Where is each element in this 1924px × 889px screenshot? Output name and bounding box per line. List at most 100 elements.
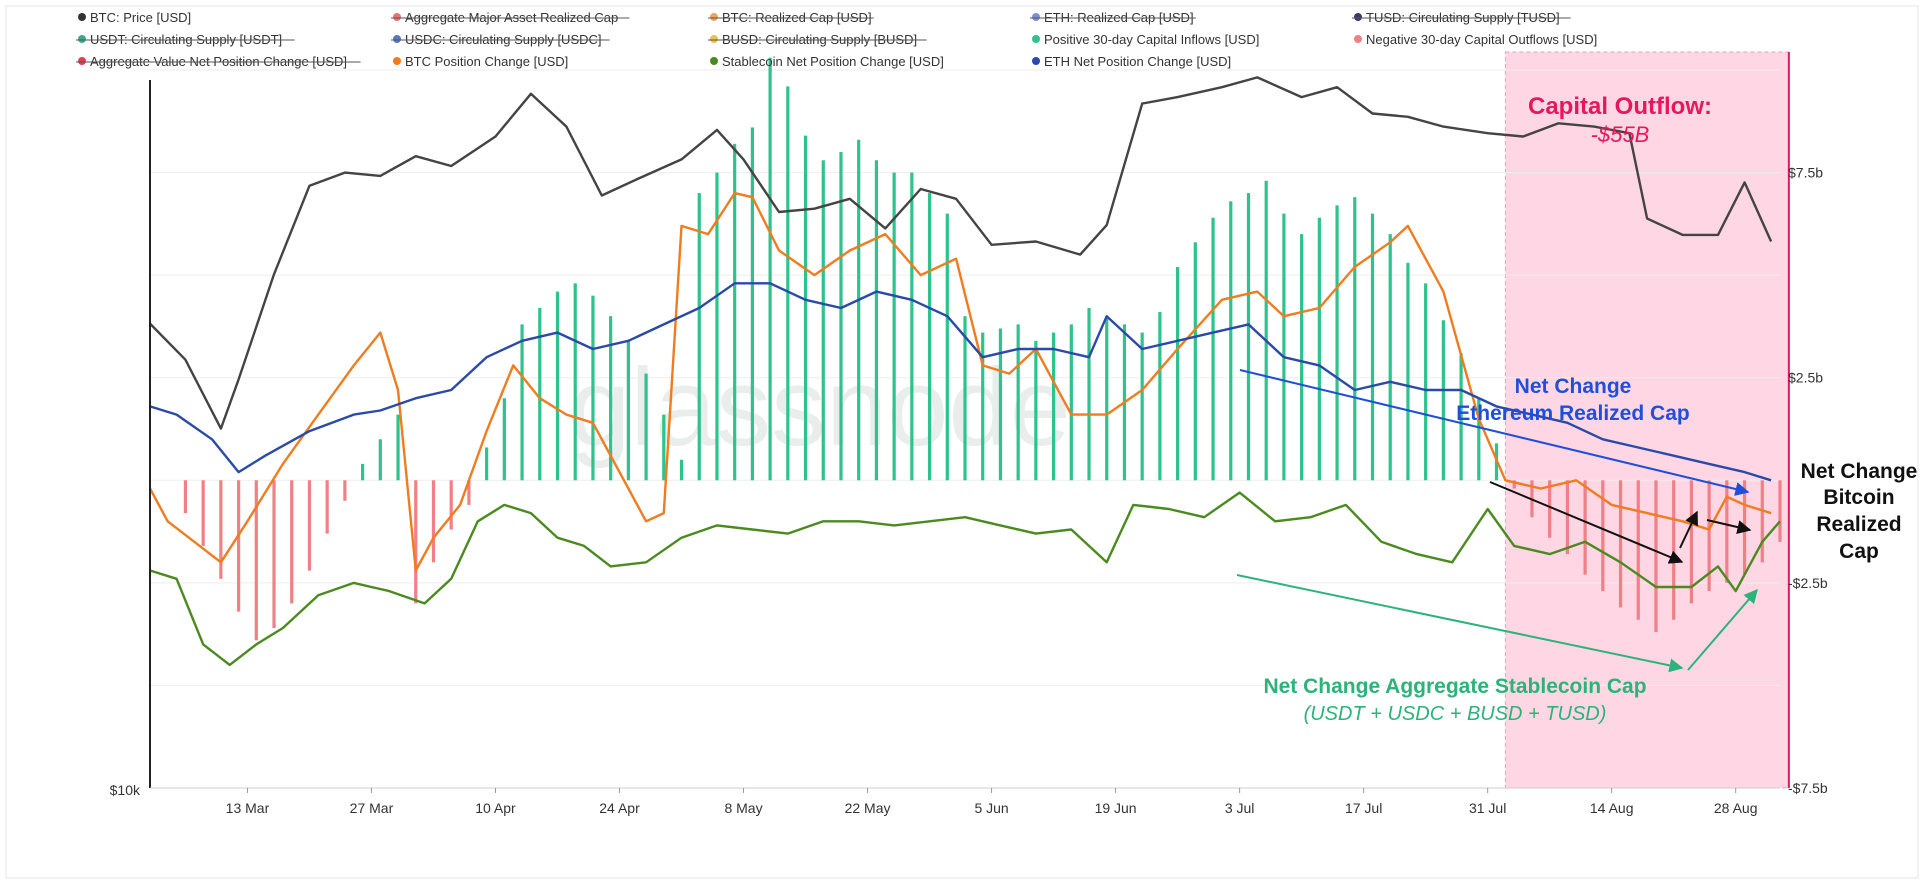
capital-flow-bar xyxy=(715,172,719,481)
capital-flow-bar xyxy=(236,480,241,612)
watermark: glassnode xyxy=(569,346,1071,469)
capital-flow-bar xyxy=(591,295,595,481)
capital-flow-bar xyxy=(378,439,382,481)
capital-flow-bar xyxy=(1158,312,1162,481)
legend-swatch xyxy=(1354,13,1362,21)
capital-flow-bar xyxy=(1565,480,1569,555)
capital-flow-bar xyxy=(768,57,772,481)
capital-flow-bar xyxy=(1051,332,1056,481)
capital-flow-bar xyxy=(609,316,613,481)
legend-swatch xyxy=(393,57,401,65)
capital-flow-bar xyxy=(644,373,648,481)
capital-flow-bar xyxy=(1370,213,1375,481)
x-tick-label: 17 Jul xyxy=(1345,800,1382,816)
x-tick-label: 24 Apr xyxy=(599,800,640,816)
legend-item-label[interactable]: Stablecoin Net Position Change [USD] xyxy=(722,54,944,69)
capital-flow-bar xyxy=(1583,480,1587,575)
legend-swatch xyxy=(710,13,718,21)
btc-annotation-line4: Cap xyxy=(1839,540,1879,563)
capital-flow-bar xyxy=(750,127,754,481)
capital-flow-bar xyxy=(1601,480,1605,592)
capital-flow-bar xyxy=(361,463,365,481)
capital-flow-bar xyxy=(254,480,258,641)
series-line-1 xyxy=(148,191,1772,572)
capital-flow-bar xyxy=(1548,480,1552,538)
capital-flow-bar xyxy=(1707,480,1711,592)
capital-flow-bar xyxy=(1388,234,1392,481)
right-axis-tick-label: $7.5b xyxy=(1788,165,1823,181)
capital-flow-bar xyxy=(1654,480,1658,633)
capital-flow-bar xyxy=(325,480,329,534)
capital-flow-bar xyxy=(1246,193,1251,481)
btc-right-arrow xyxy=(1706,519,1752,534)
legend-item-label[interactable]: Negative 30-day Capital Outflows [USD] xyxy=(1366,32,1597,47)
x-tick-label: 5 Jun xyxy=(974,800,1008,816)
eth-annotation-line2: Ethereum Realized Cap xyxy=(1456,402,1689,425)
right-axis-tick-label: $2.5b xyxy=(1788,370,1823,386)
capital-flow-bar xyxy=(431,480,436,563)
series-line-2 xyxy=(149,491,1781,667)
legend-swatch xyxy=(393,13,401,21)
stable-annotation-line2: (USDT + USDC + BUSD + TUSD) xyxy=(1304,703,1607,725)
capital-flow-bar xyxy=(981,332,985,481)
right-axis-tick-label: -$7.5b xyxy=(1788,780,1828,796)
capital-flow-bar xyxy=(626,340,630,481)
btc-trend-arrow xyxy=(1489,481,1684,564)
capital-flow-bar xyxy=(396,414,400,481)
capital-flow-bar xyxy=(998,328,1003,481)
capital-flow-bar xyxy=(821,160,825,481)
btc-annotation-line3: Realized xyxy=(1816,513,1901,536)
x-tick-label: 10 Apr xyxy=(475,800,516,816)
capital-flow-bar xyxy=(485,447,489,481)
capital-flow-bar xyxy=(307,480,312,571)
capital-flow-bar xyxy=(449,480,453,530)
capital-flow-bar xyxy=(874,160,879,481)
capital-flow-bar xyxy=(1636,480,1640,620)
capital-flow-bar xyxy=(502,398,506,481)
capital-flow-bar xyxy=(343,480,347,501)
capital-flow-bar xyxy=(945,213,949,481)
capital-flow-bar xyxy=(573,283,577,481)
capital-flow-bar xyxy=(1618,480,1623,608)
capital-flow-bar xyxy=(679,459,684,481)
capital-flow-bar xyxy=(1760,480,1764,563)
capital-flow-bar xyxy=(662,414,666,481)
capital-flow-bar xyxy=(520,324,524,481)
capital-flow-bar xyxy=(857,139,861,481)
legend-item-label[interactable]: Positive 30-day Capital Inflows [USD] xyxy=(1044,32,1259,47)
legend-swatch xyxy=(1032,35,1040,43)
legend-swatch xyxy=(710,35,718,43)
legend-swatch xyxy=(78,35,86,43)
stable-annotation-line1: Net Change Aggregate Stablecoin Cap xyxy=(1263,675,1646,698)
capital-flow-bar xyxy=(272,480,276,628)
legend-swatch xyxy=(1032,13,1040,21)
capital-flow-bar xyxy=(910,172,914,481)
capital-flow-bar xyxy=(1034,340,1038,481)
legend-swatch xyxy=(710,57,718,65)
legend-item-label[interactable]: BTC: Price [USD] xyxy=(90,10,191,25)
eth-annotation-line1: Net Change xyxy=(1515,375,1632,398)
legend-item-label[interactable]: ETH Net Position Change [USD] xyxy=(1044,54,1231,69)
legend-item-label[interactable]: BTC Position Change [USD] xyxy=(405,54,568,69)
capital-flow-bar xyxy=(1140,332,1144,481)
capital-flow-bar xyxy=(963,316,967,481)
capital-flow-bar xyxy=(1672,480,1676,620)
capital-flow-bar xyxy=(1778,480,1782,542)
capital-flow-bar xyxy=(1229,201,1233,481)
stable-trend-arrow xyxy=(1236,574,1684,673)
capital-flow-bar xyxy=(1317,217,1321,481)
capital-flow-bar xyxy=(1424,283,1428,481)
capital-flow-bar xyxy=(1193,242,1197,481)
btc-up-arrow xyxy=(1679,510,1698,549)
capital-flow-bar xyxy=(201,480,205,546)
legend-swatch xyxy=(1354,35,1362,43)
capital-flow-bar xyxy=(839,152,843,481)
capital-flow-bar xyxy=(538,307,542,481)
btc-annotation-line2: Bitcoin xyxy=(1823,486,1894,509)
x-tick-label: 8 May xyxy=(724,800,762,816)
capital-flow-bar xyxy=(414,480,418,604)
capital-flow-bar xyxy=(1264,180,1268,481)
capital-flow-bar xyxy=(183,480,188,514)
